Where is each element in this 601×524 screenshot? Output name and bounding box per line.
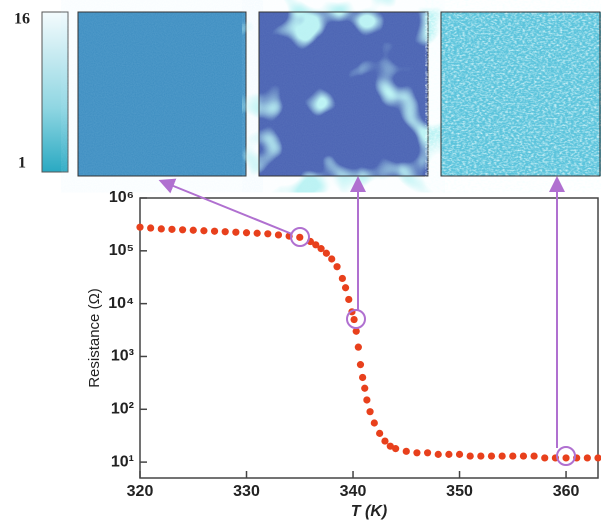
colorbar-tick-label: 1 xyxy=(18,155,26,172)
data-point xyxy=(200,227,208,235)
data-point xyxy=(221,228,229,236)
colorbar xyxy=(41,11,69,173)
data-point xyxy=(264,230,272,238)
data-point xyxy=(487,452,496,460)
y-tick-label: 10⁵ xyxy=(109,242,134,259)
data-point xyxy=(455,450,464,458)
data-point xyxy=(509,452,517,460)
data-point xyxy=(350,315,358,324)
data-point xyxy=(392,445,400,453)
data-point xyxy=(242,229,251,237)
data-point xyxy=(466,452,474,460)
panel-1 xyxy=(77,11,247,177)
data-point xyxy=(338,274,346,283)
data-point xyxy=(361,384,369,392)
data-point xyxy=(341,284,350,292)
y-tick-label: 10⁴ xyxy=(108,295,134,312)
data-point xyxy=(189,226,197,234)
colorbar-tick-label: 16 xyxy=(14,11,30,28)
data-point xyxy=(413,449,421,457)
data-point xyxy=(352,327,360,335)
y-tick-label: 10⁶ xyxy=(109,189,134,206)
data-point xyxy=(322,249,330,257)
data-point xyxy=(210,227,219,235)
data-point xyxy=(333,263,341,271)
data-point xyxy=(498,452,506,460)
data-point xyxy=(328,255,336,263)
data-point xyxy=(402,447,410,455)
data-point xyxy=(179,226,187,234)
panel-2 xyxy=(258,11,429,177)
data-point xyxy=(445,450,453,458)
panel-3 xyxy=(440,11,601,177)
y-axis-label: Resistance (Ω) xyxy=(86,288,103,388)
data-point xyxy=(354,343,362,351)
data-point xyxy=(541,454,549,462)
data-point xyxy=(423,449,432,457)
data-point xyxy=(253,229,261,237)
data-point xyxy=(434,450,442,458)
data-point xyxy=(136,223,144,231)
data-point xyxy=(381,437,389,445)
data-point xyxy=(530,452,538,460)
data-point xyxy=(168,225,176,233)
x-tick-label: 320 xyxy=(127,483,154,500)
data-point xyxy=(594,454,601,462)
x-tick-label: 330 xyxy=(233,483,260,500)
data-point xyxy=(359,373,367,382)
marks xyxy=(136,223,601,462)
data-point xyxy=(147,224,155,232)
data-point xyxy=(363,396,371,404)
data-point xyxy=(562,454,570,462)
data-point xyxy=(366,408,374,416)
y-tick-label: 10² xyxy=(111,400,134,417)
y-tick-label: 10¹ xyxy=(111,453,134,470)
data-point xyxy=(232,228,240,236)
data-point xyxy=(477,452,485,460)
data-point xyxy=(317,245,325,253)
x-tick-label: 360 xyxy=(553,483,580,500)
data-point xyxy=(370,419,378,427)
data-point xyxy=(376,429,384,437)
plot-frame xyxy=(139,197,599,479)
data-point xyxy=(345,295,353,304)
data-point xyxy=(157,225,165,233)
data-point xyxy=(519,452,528,460)
annotations xyxy=(158,176,576,466)
data-point xyxy=(356,361,365,369)
x-axis-label: T (K) xyxy=(351,503,387,520)
data-point xyxy=(274,231,283,239)
y-tick-label: 10³ xyxy=(111,348,134,365)
data-point xyxy=(296,233,304,241)
x-tick-label: 340 xyxy=(340,483,367,500)
x-tick-label: 350 xyxy=(446,483,473,500)
data-point xyxy=(312,241,320,249)
data-point xyxy=(583,454,591,462)
